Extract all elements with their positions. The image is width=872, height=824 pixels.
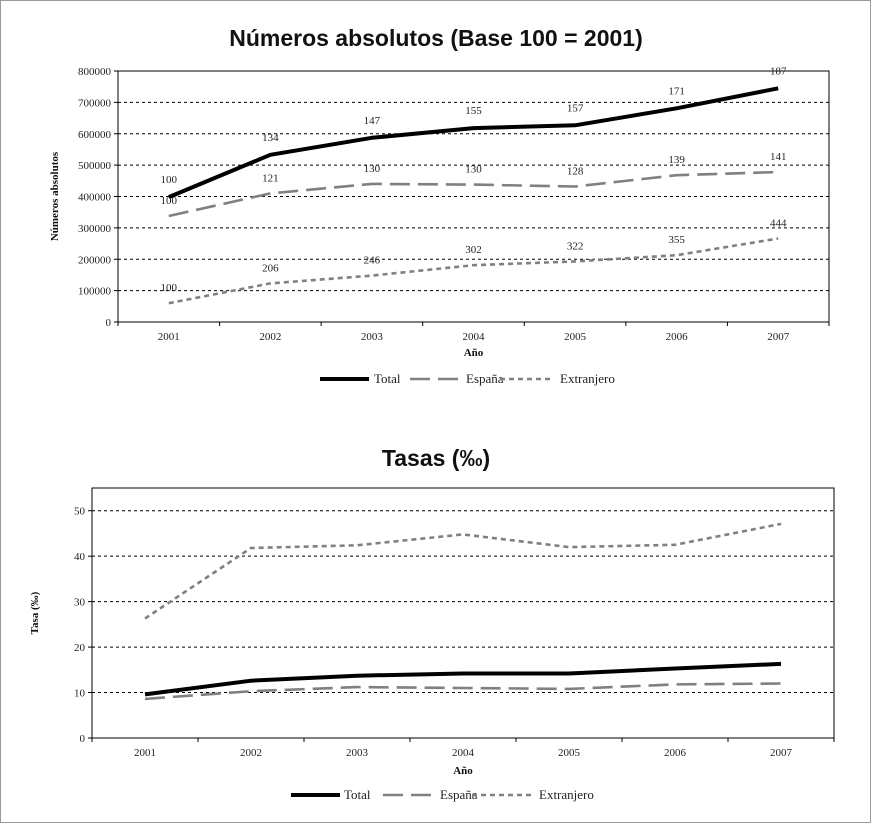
series-line-total bbox=[168, 86, 779, 199]
y-tick-label: 10 bbox=[74, 688, 86, 700]
chart-2: Tasas (‰) 0 10 20 30 40 50 2001 2002 2003 2004 2005… bbox=[29, 445, 835, 802]
plot-area bbox=[91, 487, 835, 739]
x-tick-label: 2006 bbox=[664, 747, 687, 759]
chart-title: Números absolutos (Base 100 = 2001) bbox=[229, 25, 643, 51]
x-tick-label: 2004 bbox=[452, 747, 475, 759]
data-label: 128 bbox=[567, 165, 584, 177]
x-tick-label: 2007 bbox=[770, 747, 793, 759]
data-label: 100 bbox=[161, 174, 178, 186]
series-line-espana bbox=[168, 170, 779, 218]
series-line-espana bbox=[144, 682, 782, 701]
series-line-extranjero bbox=[144, 522, 782, 620]
data-label: 139 bbox=[668, 154, 685, 166]
x-tick-label: 2001 bbox=[134, 747, 156, 759]
x-tick-label: 2001 bbox=[158, 331, 180, 343]
y-tick-label: 0 bbox=[106, 317, 112, 329]
data-label: 157 bbox=[567, 102, 584, 114]
chart-1: Números absolutos (Base 100 = 2001) 0 1000… bbox=[49, 25, 830, 386]
data-label: 100 bbox=[161, 195, 178, 207]
data-label: 322 bbox=[567, 240, 584, 252]
legend-label: Extranjero bbox=[539, 787, 594, 802]
legend-label: Extranjero bbox=[560, 371, 615, 386]
y-tick-label: 600000 bbox=[78, 129, 112, 141]
y-tick-label: 500000 bbox=[78, 160, 112, 172]
x-tick-label: 2003 bbox=[346, 747, 369, 759]
data-label: 355 bbox=[668, 234, 685, 246]
y-axis-label: Tasa (‰) bbox=[29, 591, 41, 634]
data-label: 444 bbox=[770, 218, 787, 230]
plot-area bbox=[117, 70, 830, 323]
data-label: 130 bbox=[364, 163, 381, 175]
y-tick-label: 200000 bbox=[78, 254, 112, 266]
data-label: 100 bbox=[161, 282, 178, 294]
data-label: 155 bbox=[465, 105, 482, 117]
y-tick-label: 300000 bbox=[78, 223, 112, 235]
data-label: 121 bbox=[262, 172, 279, 184]
x-tick-label: 2007 bbox=[767, 331, 790, 343]
x-tick-label: 2003 bbox=[361, 331, 384, 343]
series-line-total bbox=[144, 661, 782, 697]
x-tick-label: 2005 bbox=[564, 331, 587, 343]
y-tick-label: 40 bbox=[74, 551, 86, 563]
y-tick-label: 20 bbox=[74, 642, 86, 654]
data-label: 246 bbox=[364, 255, 381, 267]
data-label: 134 bbox=[262, 132, 279, 144]
x-tick-label: 2005 bbox=[558, 747, 581, 759]
y-tick-label: 30 bbox=[74, 597, 86, 609]
data-label: 187 bbox=[770, 65, 787, 77]
x-tick-label: 2002 bbox=[240, 747, 262, 759]
legend-label: Total bbox=[374, 371, 401, 386]
y-axis-label: Números absolutos bbox=[49, 151, 61, 241]
y-tick-label: 400000 bbox=[78, 192, 112, 204]
y-tick-label: 0 bbox=[80, 733, 86, 745]
y-tick-label: 100000 bbox=[78, 286, 112, 298]
x-tick-label: 2006 bbox=[666, 331, 689, 343]
data-label: 130 bbox=[465, 164, 482, 176]
data-label: 147 bbox=[364, 115, 381, 127]
x-axis-label: Año bbox=[464, 347, 484, 359]
chart-title: Tasas (‰) bbox=[382, 445, 490, 471]
y-tick-label: 700000 bbox=[78, 97, 112, 109]
legend-label: España bbox=[466, 371, 504, 386]
legend-label: España bbox=[440, 787, 478, 802]
data-label: 171 bbox=[668, 85, 685, 97]
y-tick-label: 800000 bbox=[78, 66, 112, 78]
series-line-extranjero bbox=[168, 237, 779, 305]
x-axis-label: Año bbox=[453, 765, 473, 777]
x-tick-label: 2002 bbox=[259, 331, 281, 343]
legend-label: Total bbox=[344, 787, 371, 802]
data-label: 141 bbox=[770, 151, 787, 163]
data-label: 302 bbox=[465, 244, 482, 256]
y-tick-label: 50 bbox=[74, 506, 86, 518]
data-label: 206 bbox=[262, 262, 279, 274]
x-tick-label: 2004 bbox=[463, 331, 486, 343]
